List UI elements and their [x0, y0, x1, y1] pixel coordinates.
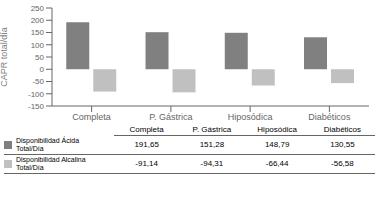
svg-text:P. Gástrica: P. Gástrica: [149, 112, 192, 122]
svg-text:250: 250: [31, 4, 45, 13]
svg-text:200: 200: [31, 16, 45, 25]
html-text:151,28: 151,28: [199, 140, 225, 150]
html-text:Disponibilidad Ácida Total/Día: Disponibilidad Ácida Total/Día: [16, 136, 79, 152]
html-text:Completa: Completa: [129, 125, 164, 134]
html-text:P. Gástrica: P. Gástrica: [192, 125, 232, 134]
svg-text:0: 0: [40, 65, 45, 74]
html-text:-66,44: -66,44: [265, 159, 289, 168]
svg-text:Diabéticos: Diabéticos: [308, 112, 351, 122]
html-text:Diabéticos: Diabéticos: [323, 125, 361, 134]
svg-text:CAPR total/día: CAPR total/día: [8, 27, 9, 87]
svg-text:150: 150: [31, 28, 45, 37]
svg-text:-100: -100: [28, 90, 45, 99]
html-text:-56,58: -56,58: [331, 159, 354, 168]
html-text:Hiposódica: Hiposódica: [257, 125, 297, 134]
html-text:191,65: 191,65: [134, 140, 159, 150]
html-text:-94,31: -94,31: [200, 159, 224, 168]
svg-text:-50: -50: [32, 77, 44, 86]
svg-text:Hiposódica: Hiposódica: [228, 112, 273, 122]
svg-text:Completa: Completa: [72, 112, 111, 122]
svg-text:50: 50: [35, 53, 44, 62]
html-text:-91,14: -91,14: [135, 159, 158, 168]
html-text:148,79: 148,79: [264, 140, 290, 150]
svg-text:-150: -150: [28, 102, 45, 111]
html-text:130,55: 130,55: [330, 140, 355, 150]
svg-text:100: 100: [31, 41, 45, 50]
html-text:Disponibilidad Alcalina Total/: Disponibilidad Alcalina Total/Día: [16, 155, 86, 171]
